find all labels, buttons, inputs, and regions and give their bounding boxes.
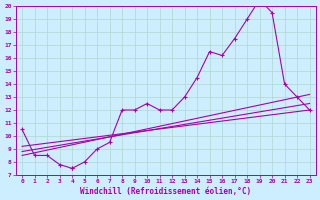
X-axis label: Windchill (Refroidissement éolien,°C): Windchill (Refroidissement éolien,°C) [80, 187, 252, 196]
